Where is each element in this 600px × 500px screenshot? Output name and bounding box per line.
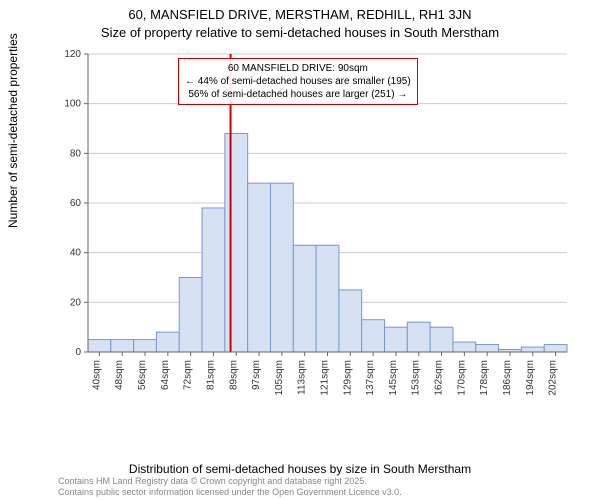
svg-text:60: 60	[70, 198, 82, 209]
svg-text:113sqm: 113sqm	[297, 360, 308, 395]
svg-text:129sqm: 129sqm	[342, 360, 353, 396]
title-line-2: Size of property relative to semi-detach…	[0, 24, 600, 42]
bar	[248, 183, 271, 352]
bar	[316, 245, 339, 352]
bar	[225, 133, 248, 352]
bar	[339, 290, 362, 352]
svg-text:121sqm: 121sqm	[320, 360, 331, 396]
svg-text:64sqm: 64sqm	[160, 360, 171, 390]
bar	[362, 320, 385, 352]
annotation-line-3: 56% of semi-detached houses are larger (…	[185, 88, 411, 101]
bar	[476, 345, 499, 352]
svg-text:105sqm: 105sqm	[274, 360, 285, 396]
chart-title: 60, MANSFIELD DRIVE, MERSTHAM, REDHILL, …	[0, 0, 600, 41]
svg-text:40sqm: 40sqm	[91, 360, 102, 390]
svg-text:145sqm: 145sqm	[388, 360, 399, 396]
svg-text:0: 0	[75, 347, 81, 358]
svg-text:81sqm: 81sqm	[205, 360, 216, 390]
footer-attribution: Contains HM Land Registry data © Crown c…	[58, 476, 402, 498]
svg-text:97sqm: 97sqm	[251, 360, 262, 390]
bar	[293, 245, 316, 352]
bar	[111, 340, 134, 352]
bar	[430, 327, 453, 352]
plot-area: 0 20 40 60 80 100 120 40sqm 48sqm 56sqm 64sqm 72sqm…	[58, 48, 573, 408]
bar	[270, 183, 293, 352]
svg-text:48sqm: 48sqm	[114, 360, 125, 390]
svg-text:100: 100	[64, 99, 81, 110]
annotation-line-2: ← 44% of semi-detached houses are smalle…	[185, 75, 411, 88]
bar	[385, 327, 408, 352]
chart-container: 60, MANSFIELD DRIVE, MERSTHAM, REDHILL, …	[0, 0, 600, 500]
svg-text:20: 20	[70, 297, 82, 308]
svg-text:80: 80	[70, 148, 82, 159]
annotation-box: 60 MANSFIELD DRIVE: 90sqm ← 44% of semi-…	[178, 58, 418, 105]
annotation-line-1: 60 MANSFIELD DRIVE: 90sqm	[185, 62, 411, 75]
bar	[88, 340, 111, 352]
svg-text:89sqm: 89sqm	[228, 360, 239, 390]
svg-text:194sqm: 194sqm	[525, 360, 536, 396]
svg-text:153sqm: 153sqm	[411, 360, 422, 396]
bar	[179, 278, 202, 353]
footer-line-1: Contains HM Land Registry data © Crown c…	[58, 476, 402, 487]
bar	[407, 322, 430, 352]
bar	[202, 208, 225, 352]
svg-text:56sqm: 56sqm	[137, 360, 148, 390]
svg-text:72sqm: 72sqm	[183, 360, 194, 390]
svg-text:120: 120	[64, 49, 81, 60]
title-line-1: 60, MANSFIELD DRIVE, MERSTHAM, REDHILL, …	[0, 6, 600, 24]
bar	[134, 340, 157, 352]
bar	[156, 332, 179, 352]
svg-text:40: 40	[70, 248, 82, 259]
x-axis-label: Distribution of semi-detached houses by …	[0, 462, 600, 476]
footer-line-2: Contains public sector information licen…	[58, 487, 402, 498]
bar	[453, 342, 476, 352]
svg-text:170sqm: 170sqm	[456, 360, 467, 396]
svg-text:162sqm: 162sqm	[434, 360, 445, 396]
svg-text:186sqm: 186sqm	[502, 360, 513, 396]
y-axis-label: Number of semi-detached properties	[6, 33, 20, 228]
bar	[521, 347, 544, 352]
svg-text:202sqm: 202sqm	[548, 360, 559, 396]
svg-text:137sqm: 137sqm	[365, 360, 376, 396]
svg-text:178sqm: 178sqm	[479, 360, 490, 396]
bar	[544, 345, 567, 352]
